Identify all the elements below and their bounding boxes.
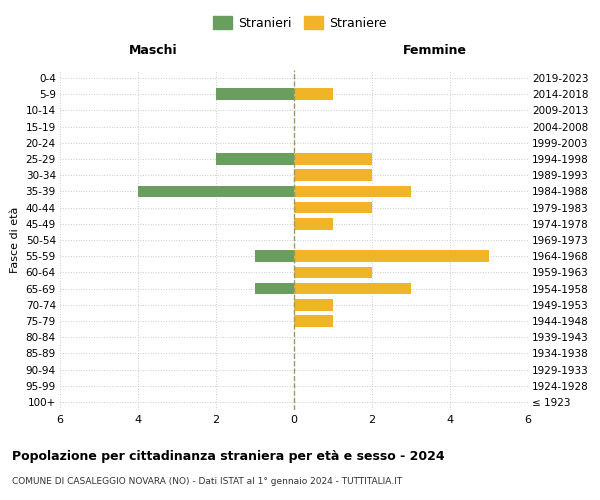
Bar (294, 218, 333, 230)
Bar (294, 250, 489, 262)
Bar (294, 153, 372, 165)
Text: Femmine: Femmine (403, 44, 467, 58)
Text: Fasce di età: Fasce di età (10, 207, 20, 273)
Text: COMUNE DI CASALEGGIO NOVARA (NO) - Dati ISTAT al 1° gennaio 2024 - TUTTITALIA.IT: COMUNE DI CASALEGGIO NOVARA (NO) - Dati … (12, 478, 402, 486)
Bar (216, 88, 294, 100)
Bar (294, 170, 372, 181)
Bar (294, 315, 333, 327)
Text: Popolazione per cittadinanza straniera per età e sesso - 2024: Popolazione per cittadinanza straniera p… (12, 450, 445, 463)
Bar (294, 282, 411, 294)
Bar (294, 266, 372, 278)
Legend: Stranieri, Straniere: Stranieri, Straniere (208, 11, 392, 35)
Bar (294, 186, 411, 198)
Bar (255, 282, 294, 294)
Bar (216, 153, 294, 165)
Bar (294, 202, 372, 213)
Text: Maschi: Maschi (128, 44, 178, 58)
Bar (294, 88, 333, 100)
Bar (138, 186, 294, 198)
Bar (294, 299, 333, 310)
Bar (255, 250, 294, 262)
